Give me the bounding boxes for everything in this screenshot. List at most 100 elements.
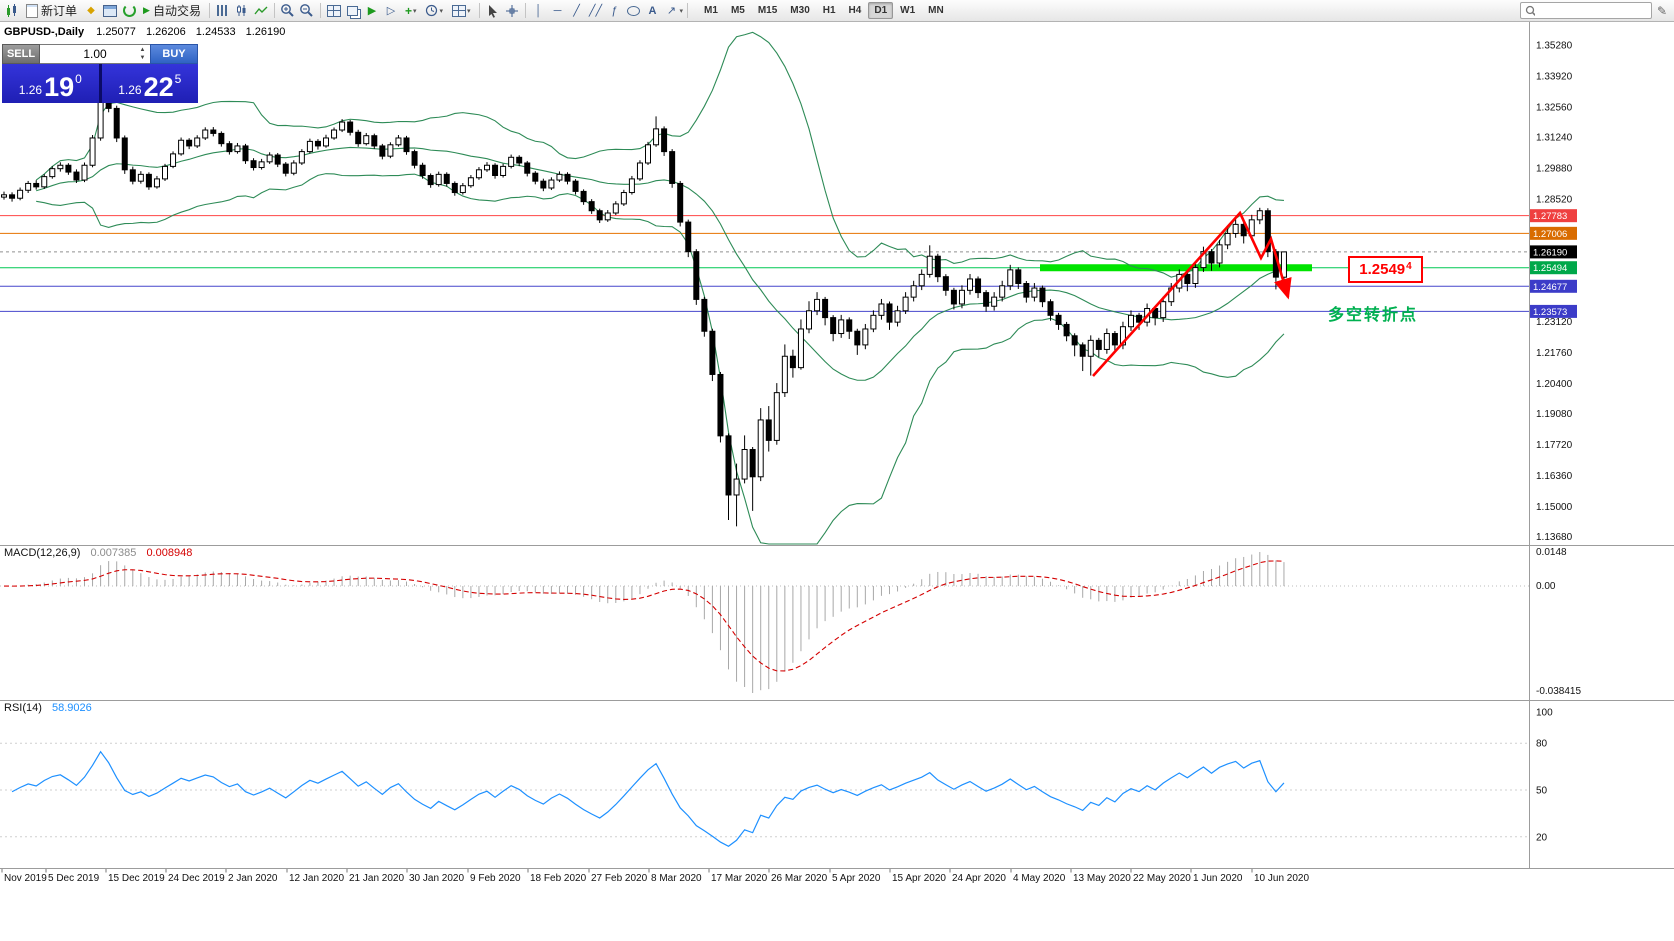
sell-price-display[interactable]: 1.26 19 0 xyxy=(2,64,99,103)
turning-point-label: 多空转折点 xyxy=(1328,307,1419,324)
buy-price-display[interactable]: 1.26 22 5 xyxy=(101,64,198,103)
buy-price-sup: 5 xyxy=(174,72,182,86)
macd-axis-label: 0.0148 xyxy=(1536,547,1567,558)
template-icon xyxy=(452,4,466,17)
macd-axis-label: -0.038415 xyxy=(1536,686,1581,697)
timeframe-d1-button[interactable]: D1 xyxy=(868,2,894,19)
price-axis-label: 1.29880 xyxy=(1536,163,1573,174)
time-axis-label: 27 Feb 2020 xyxy=(591,873,648,884)
price-axis-label: 1.35280 xyxy=(1536,41,1573,52)
play-icon: ▶ xyxy=(143,5,150,15)
data-window-icon[interactable] xyxy=(101,2,119,19)
new-order-label: 新订单 xyxy=(41,4,78,18)
high-value: 1.26206 xyxy=(145,26,186,38)
time-axis-label: 12 Jan 2020 xyxy=(289,873,344,884)
text-tool-icon[interactable]: A xyxy=(648,4,657,17)
bb-lower-band xyxy=(36,173,1285,545)
candlestick-chart-icon[interactable] xyxy=(233,2,251,19)
rsi-name: RSI(14) xyxy=(4,702,42,714)
plus-icon: + xyxy=(404,3,412,18)
rsi-axis-label: 100 xyxy=(1536,708,1553,719)
profiles-button[interactable]: ▾ xyxy=(421,3,447,18)
price-axis-label: 1.15000 xyxy=(1536,502,1573,513)
toolbar-separator xyxy=(524,3,526,18)
auto-trading-button[interactable]: ▶ 自动交易 xyxy=(139,1,205,20)
time-axis-label: 18 Feb 2020 xyxy=(530,873,587,884)
time-axis-label: 2 Jan 2020 xyxy=(228,873,278,884)
timeframe-m15-button[interactable]: M15 xyxy=(757,5,778,16)
price-levels xyxy=(0,215,1529,312)
shapes-tool-icon[interactable] xyxy=(625,2,643,19)
price-tag-bg xyxy=(1530,261,1577,275)
chevron-down-icon: ▾ xyxy=(412,7,417,15)
bar-chart-icon[interactable] xyxy=(214,2,232,19)
volume-value: 1.00 xyxy=(83,47,107,61)
fibonacci-tool-icon[interactable]: ƒ xyxy=(611,4,618,17)
cursor-icon[interactable] xyxy=(484,2,502,19)
time-axis-label: 17 Mar 2020 xyxy=(711,873,768,884)
horizontal-line-tool-icon[interactable]: ─ xyxy=(553,4,562,17)
timeframe-m30-button[interactable]: M30 xyxy=(790,5,810,16)
arrows-tool-icon[interactable]: ↗ xyxy=(666,5,677,17)
zoom-out-icon[interactable] xyxy=(298,2,316,19)
time-axis-label: 24 Dec 2019 xyxy=(168,873,225,884)
price-axis-label: 1.33920 xyxy=(1536,72,1573,83)
line-chart-icon[interactable] xyxy=(252,2,270,19)
trendline-tool-icon[interactable]: ╱ xyxy=(573,5,580,17)
buy-button[interactable]: BUY xyxy=(150,44,198,64)
search-input[interactable] xyxy=(1538,3,1647,18)
new-order-button[interactable]: 新订单 xyxy=(22,1,81,20)
close-value: 1.26190 xyxy=(245,26,286,38)
candles xyxy=(1,69,1287,527)
price-tag-bg xyxy=(1530,279,1577,293)
timeframe-w1-button[interactable]: W1 xyxy=(900,5,916,16)
macd-label: MACD(12,26,9) 0.007385 0.008948 xyxy=(4,547,192,559)
timeframe-m1-button[interactable]: M1 xyxy=(704,5,718,16)
volume-field[interactable]: 1.00 ▲ ▼ xyxy=(40,44,150,64)
time-axis-label: 5 Dec 2019 xyxy=(48,873,100,884)
price-tag: 1.27783 xyxy=(1533,211,1567,222)
crosshair-icon[interactable] xyxy=(503,2,521,19)
volume-decrease-button[interactable]: ▼ xyxy=(139,55,146,61)
templates-button[interactable]: ▾ xyxy=(448,4,475,18)
price-tag-bg xyxy=(1530,304,1577,318)
zoom-in-icon[interactable] xyxy=(279,2,297,19)
market-watch-icon[interactable]: ◆ xyxy=(87,5,95,16)
macd-main-value: 0.007385 xyxy=(90,547,137,559)
chevron-down-icon: ▾ xyxy=(467,7,471,15)
buy-price-big: 22 xyxy=(143,72,174,102)
price-axis-label: 1.21760 xyxy=(1536,348,1573,359)
volume-increase-button[interactable]: ▲ xyxy=(139,47,146,53)
time-axis-label: 21 Jan 2020 xyxy=(349,873,404,884)
sell-button[interactable]: SELL xyxy=(2,44,40,64)
chart-shift-icon[interactable]: ▷ xyxy=(386,5,396,17)
volume-spinner: ▲ ▼ xyxy=(137,46,148,62)
channel-tool-icon[interactable]: ╱╱ xyxy=(588,5,603,17)
vertical-line-tool-icon[interactable]: │ xyxy=(535,4,542,17)
rsi-axis-label: 80 xyxy=(1536,739,1548,750)
time-axis-label: 5 Apr 2020 xyxy=(832,873,881,884)
new-chart-button[interactable]: + ▾ xyxy=(401,3,421,19)
macd-axis-label: 0.00 xyxy=(1536,581,1556,592)
time-axis-label: Nov 2019 xyxy=(4,873,47,884)
rsi-label: RSI(14) 58.9026 xyxy=(4,702,92,714)
time-axis-label: 15 Apr 2020 xyxy=(892,873,946,884)
time-axis-label: 13 May 2020 xyxy=(1073,873,1131,884)
navigator-icon[interactable] xyxy=(120,2,138,19)
timeframe-m5-button[interactable]: M5 xyxy=(730,5,745,16)
time-axis-label: 9 Feb 2020 xyxy=(470,873,521,884)
rsi-axis-label: 50 xyxy=(1536,786,1548,797)
timeframe-mn-button[interactable]: MN xyxy=(928,5,944,16)
chevron-down-icon[interactable]: ▾ xyxy=(679,7,684,15)
time-axis-label: 1 Jun 2020 xyxy=(1193,873,1243,884)
timeframe-group: M1 M5 M15 M30 H1 H4 D1 W1 MN xyxy=(698,2,950,19)
auto-scroll-icon[interactable]: ▶ xyxy=(367,5,377,17)
time-axis-label: 4 May 2020 xyxy=(1013,873,1066,884)
cascade-windows-icon[interactable] xyxy=(344,2,362,19)
price-axis-label: 1.28520 xyxy=(1536,194,1573,205)
timeframe-h4-button[interactable]: H4 xyxy=(848,5,862,16)
tile-windows-icon[interactable] xyxy=(325,2,343,19)
pencil-icon[interactable]: ✎ xyxy=(1656,3,1667,18)
timeframe-h1-button[interactable]: H1 xyxy=(822,5,836,16)
